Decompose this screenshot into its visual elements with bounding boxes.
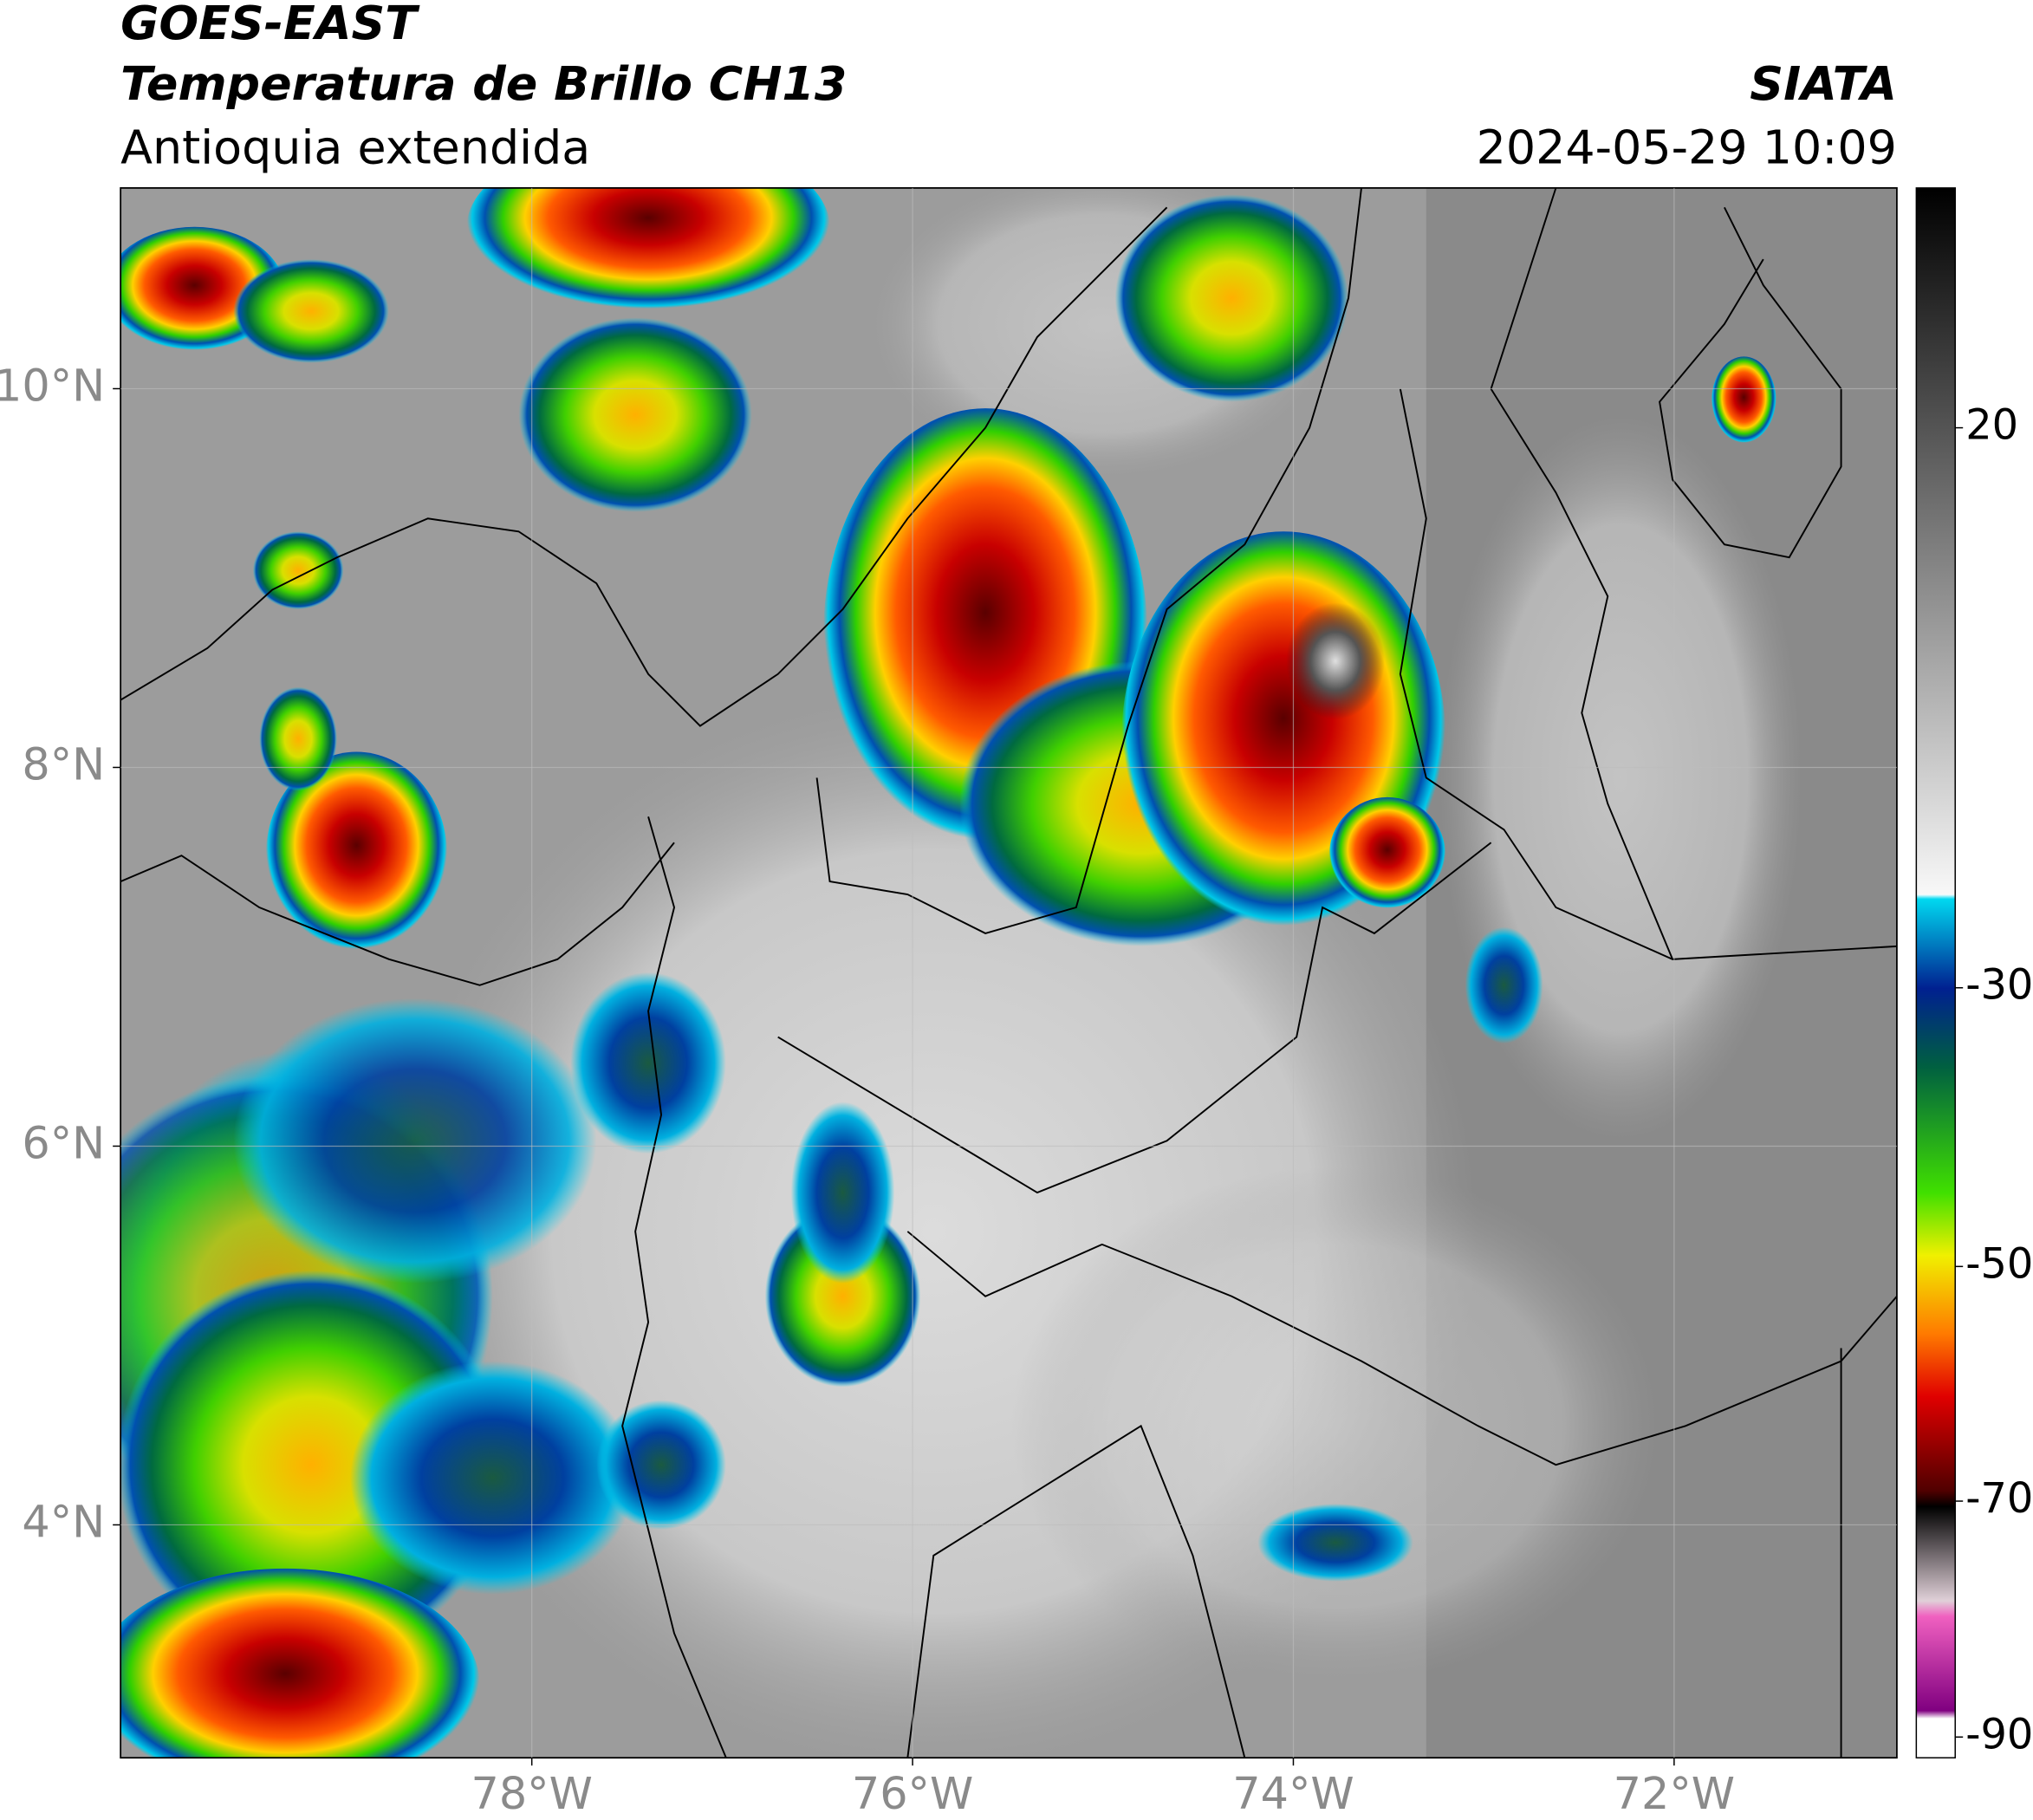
colorbar-tick-label: -90 <box>1965 1711 2033 1758</box>
source: SIATA <box>1750 56 1897 111</box>
lon-tick-label: 78°W <box>471 1768 592 1819</box>
map-frame <box>120 186 1898 1759</box>
colorbar-tick-label: 20 <box>1965 402 2018 450</box>
lat-tick-label: 8°N <box>22 738 105 790</box>
datetime: 2024-05-29 10:09 <box>1477 120 1897 174</box>
lon-tick-label: 76°W <box>852 1768 973 1819</box>
title: GOES-EAST <box>120 0 420 50</box>
region: Antioquia extendida <box>120 120 590 174</box>
lat-tick-label: 4°N <box>22 1496 105 1547</box>
colorbar-tick-label: -30 <box>1965 962 2033 1010</box>
lon-tick-label: 74°W <box>1232 1768 1354 1819</box>
graticule <box>113 187 1897 1766</box>
lon-tick-label: 72°W <box>1614 1768 1735 1819</box>
satellite-image <box>120 187 1897 1758</box>
subtitle: Temperatura de Brillo CH13 <box>120 56 847 111</box>
lat-tick-label: 10°N <box>0 360 105 411</box>
colorbar <box>1915 187 1956 1758</box>
colorbar-tick-label: -50 <box>1965 1240 2033 1288</box>
colorbar-tick-label: -70 <box>1965 1475 2033 1523</box>
lat-tick-label: 6°N <box>22 1117 105 1168</box>
